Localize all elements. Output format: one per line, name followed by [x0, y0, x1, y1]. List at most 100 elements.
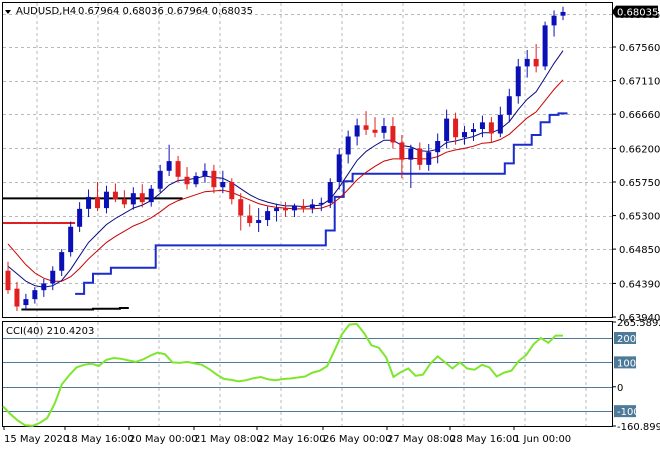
candle-body — [524, 58, 530, 67]
candle-body — [265, 211, 271, 221]
cci-pane-frame — [2, 321, 613, 427]
candle — [497, 106, 503, 138]
candle — [470, 123, 476, 141]
candle-body — [121, 199, 127, 205]
price-grid — [3, 3, 612, 317]
cci-level-badge — [614, 405, 636, 418]
candle — [354, 118, 360, 146]
candle-body — [238, 199, 244, 216]
channel-lower-line — [75, 112, 568, 295]
candle — [14, 281, 20, 312]
candle — [77, 202, 83, 232]
candle-body — [211, 170, 217, 188]
candle-body — [497, 114, 503, 134]
candle — [453, 112, 459, 145]
candle — [103, 185, 109, 214]
cci-tick-label: 0 — [617, 383, 623, 394]
candle — [274, 203, 280, 222]
candle-body — [426, 152, 432, 165]
candle — [444, 109, 450, 149]
symbol-dropdown-icon[interactable] — [5, 10, 11, 14]
candle-body — [166, 161, 172, 171]
candle — [372, 117, 378, 138]
price-tick-label: 0.66660 — [619, 110, 660, 121]
candle-body — [41, 283, 47, 291]
candle-body — [103, 191, 109, 209]
time-tick-label: 26 May 00:00 — [323, 434, 392, 445]
candle-body — [354, 125, 360, 137]
candle-body — [32, 290, 38, 300]
candle — [399, 135, 405, 179]
price-pane-frame — [2, 2, 613, 318]
cci-series — [2, 322, 563, 427]
price-tick-label: 0.63940 — [619, 313, 660, 324]
candle — [130, 187, 136, 210]
candle-body — [462, 132, 468, 138]
price-tick-label: 0.67110 — [619, 77, 660, 88]
candle-body — [184, 176, 190, 185]
candle — [560, 6, 566, 21]
candle — [148, 184, 154, 207]
candle — [524, 49, 530, 78]
candle-body — [309, 204, 315, 209]
candle-body — [283, 208, 288, 211]
cci-tick-label: 265.5892 — [617, 318, 660, 329]
candle-body — [542, 25, 548, 67]
time-tick-label: 21 May 08:00 — [194, 434, 263, 445]
candle-body — [363, 125, 369, 130]
candle — [533, 44, 539, 73]
candle — [193, 172, 199, 188]
cci-grid — [3, 322, 612, 426]
candle — [417, 142, 423, 171]
current-price-value: 0.68035 — [617, 8, 658, 19]
candle — [112, 183, 118, 203]
candle — [5, 261, 11, 294]
cci-tick-label: 100 — [617, 358, 636, 369]
cci-indicator-label: CCI(40) 210.4203 — [6, 326, 94, 337]
candle — [23, 293, 29, 310]
candle — [68, 221, 74, 257]
candle — [336, 148, 342, 190]
candle — [408, 144, 414, 188]
candle-body — [139, 193, 145, 203]
candle — [327, 178, 333, 209]
cci-tick-label: 200 — [617, 334, 636, 345]
candle-body — [5, 270, 11, 291]
candle-body — [390, 126, 396, 143]
candle — [345, 130, 351, 164]
candle — [175, 155, 181, 183]
time-tick-label: 28 May 16:00 — [450, 434, 519, 445]
candle-body — [86, 196, 92, 209]
candle-body — [453, 118, 459, 138]
candle — [50, 266, 56, 291]
candle — [300, 199, 306, 213]
candle-body — [560, 11, 566, 16]
candle — [515, 58, 521, 104]
candle-body — [274, 208, 280, 212]
candle — [247, 204, 253, 227]
candle-body — [300, 205, 306, 209]
candle-body — [220, 182, 226, 188]
candle — [265, 206, 271, 227]
candle — [462, 126, 468, 145]
candle-body — [23, 299, 29, 306]
candle-body — [381, 126, 387, 133]
cci-tick-label: -100 — [617, 407, 640, 418]
cci-tick-label: -160.8999 — [617, 422, 660, 433]
candle — [202, 163, 208, 183]
candle-body — [488, 122, 494, 134]
candle-body — [533, 58, 539, 67]
candle — [309, 199, 315, 214]
cci-level-badge — [614, 331, 636, 344]
candle — [435, 133, 441, 164]
candle — [121, 190, 127, 209]
cci-y-axis: 265.5892 200 100 0 -100 -160.8999 — [612, 318, 660, 433]
time-tick-label: 18 May 16:00 — [65, 434, 134, 445]
price-tick-label: 0.64390 — [619, 279, 660, 290]
candlestick-series — [5, 6, 566, 312]
candle — [95, 182, 101, 212]
cci-level-badge — [614, 356, 636, 369]
price-tick-label: 0.67560 — [619, 43, 660, 54]
